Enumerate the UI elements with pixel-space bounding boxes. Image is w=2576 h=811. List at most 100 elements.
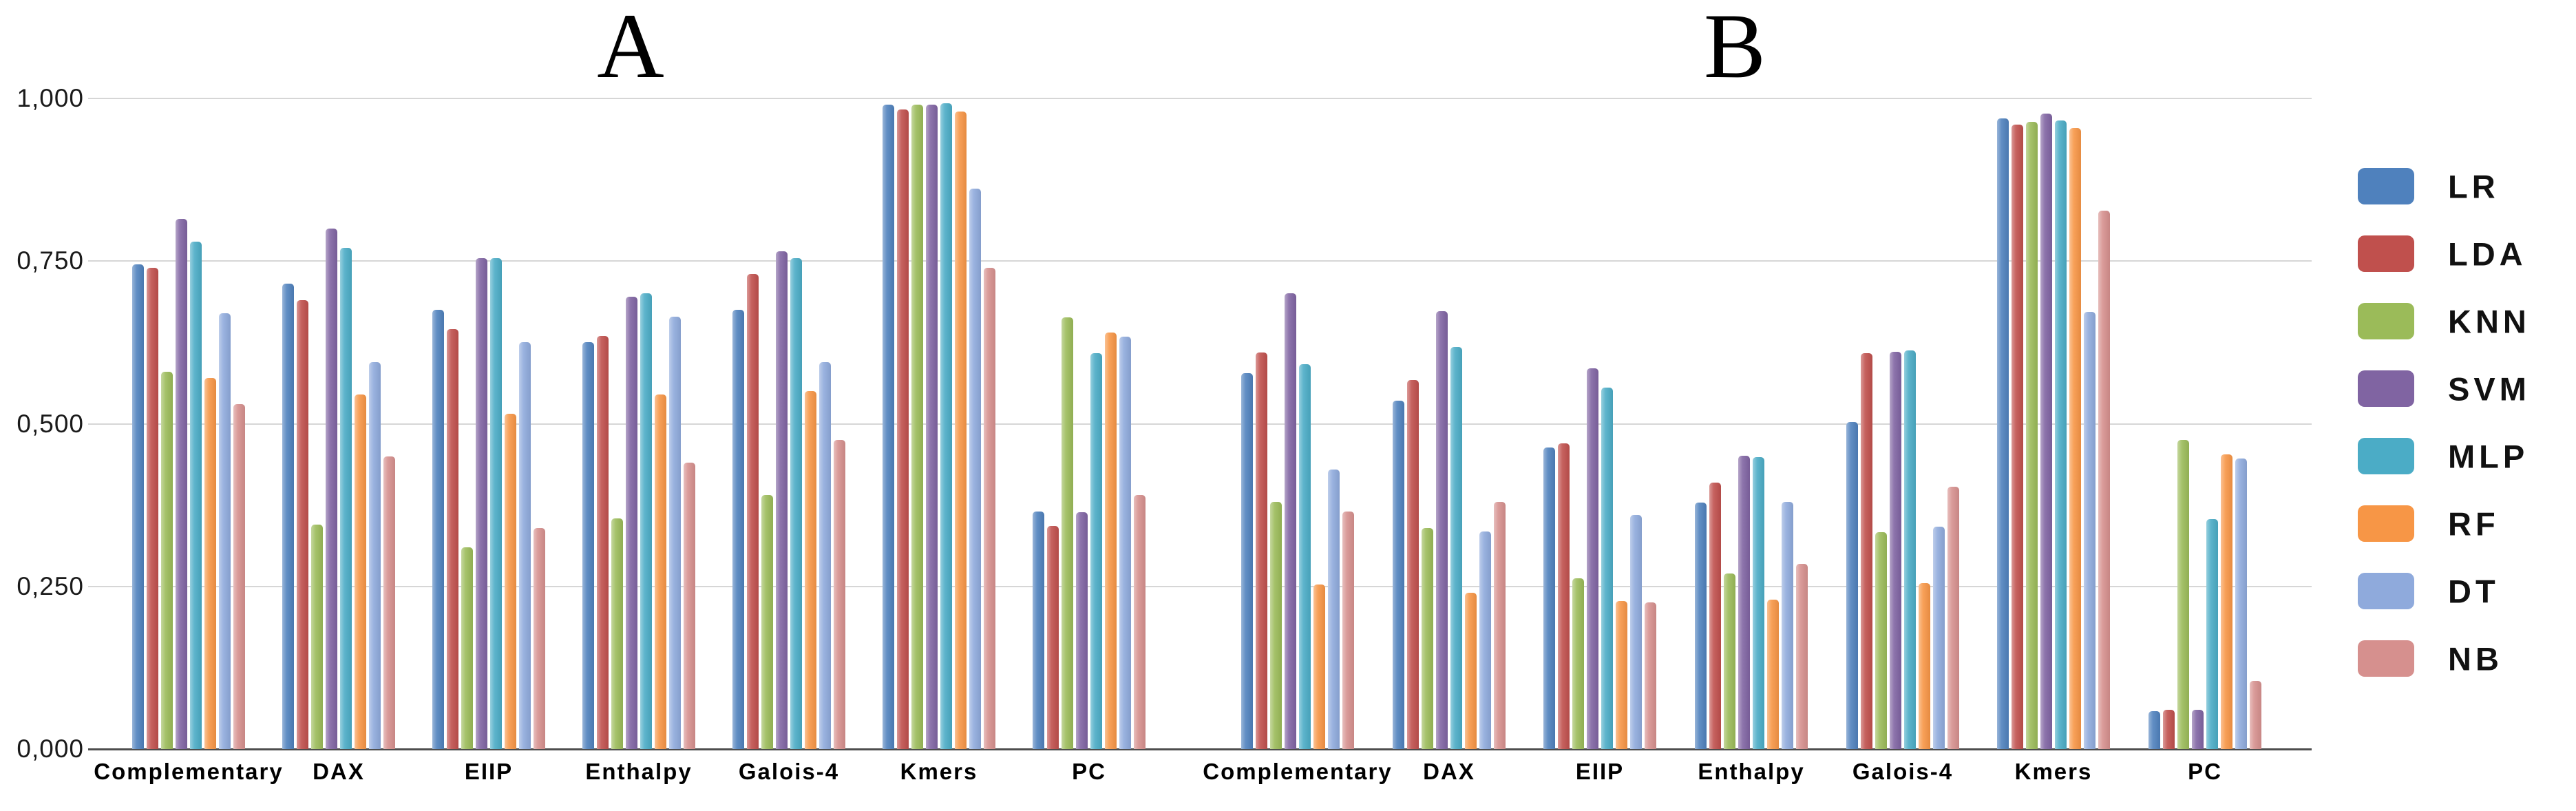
bar-group-A-Kmers (883, 98, 995, 749)
bar-MLP-Galois-4-panelA (790, 258, 802, 749)
category-label-Galois-4-panelB: Galois-4 (1852, 759, 1954, 784)
bar-MLP-PC-panelA (1090, 353, 1102, 749)
y-tick-label: 0,500 (17, 409, 84, 438)
bar-DT-Complementary-panelB (1328, 470, 1340, 749)
bar-MLP-Enthalpy-panelA (640, 293, 652, 749)
category-label-PC-panelB: PC (2188, 759, 2222, 784)
gridline-1,000 (88, 98, 2312, 99)
bar-DT-EIIP-panelB (1630, 515, 1642, 749)
bar-SVM-DAX-panelA (326, 229, 337, 749)
bar-SVM-Kmers-panelA (926, 105, 938, 749)
legend-swatch-LR (2358, 168, 2414, 204)
bar-SVM-Kmers-panelB (2040, 114, 2052, 749)
bar-SVM-Galois-4-panelB (1890, 352, 1901, 749)
bar-KNN-PC-panelB (2177, 440, 2189, 749)
bar-RF-EIIP-panelA (505, 414, 516, 749)
category-label-DAX-panelA: DAX (313, 759, 365, 784)
bar-group-A-Galois-4 (732, 98, 845, 749)
bar-group-B-Complementary (1241, 98, 1354, 749)
legend-swatch-LDA (2358, 235, 2414, 272)
bar-NB-Galois-4-panelA (834, 440, 845, 749)
bar-SVM-PC-panelA (1076, 512, 1088, 749)
bar-MLP-Galois-4-panelB (1904, 350, 1916, 749)
y-tick-label: 1,000 (17, 84, 84, 112)
bar-SVM-EIIP-panelB (1587, 368, 1598, 749)
bar-RF-EIIP-panelB (1616, 601, 1627, 749)
bar-KNN-EIIP-panelA (461, 547, 473, 749)
bar-RF-Kmers-panelB (2069, 128, 2081, 749)
bar-LR-Complementary-panelB (1241, 373, 1253, 749)
legend-item-NB: NB (2347, 640, 2576, 677)
y-tick-label: 0,000 (17, 735, 84, 763)
bar-NB-Enthalpy-panelB (1796, 564, 1808, 749)
bar-group-B-Kmers (1997, 98, 2110, 749)
bar-KNN-PC-panelA (1062, 317, 1073, 749)
bar-LDA-Kmers-panelA (897, 109, 909, 749)
bar-LDA-Complementary-panelB (1256, 352, 1267, 749)
bar-RF-Galois-4-panelB (1919, 583, 1930, 749)
bar-MLP-PC-panelB (2206, 519, 2218, 749)
panel-a-title: A (597, 0, 664, 98)
bar-DT-Galois-4-panelB (1933, 527, 1945, 749)
bar-LDA-Complementary-panelA (147, 268, 158, 749)
bar-MLP-Kmers-panelB (2055, 120, 2067, 749)
legend-swatch-NB (2358, 640, 2414, 677)
legend-label-KNN: KNN (2448, 303, 2531, 340)
category-label-DAX-panelB: DAX (1423, 759, 1475, 784)
gridline-0,250 (88, 585, 2312, 587)
bar-LR-Galois-4-panelB (1846, 422, 1858, 749)
gridline-0,750 (88, 260, 2312, 262)
bar-SVM-DAX-panelB (1436, 311, 1448, 749)
bar-SVM-Enthalpy-panelB (1738, 456, 1750, 749)
bar-NB-PC-panelA (1134, 495, 1146, 749)
bar-NB-DAX-panelB (1494, 502, 1506, 749)
bar-LR-EIIP-panelB (1543, 447, 1555, 749)
bar-LDA-DAX-panelB (1407, 380, 1419, 749)
bar-DT-Enthalpy-panelB (1782, 502, 1793, 749)
bar-LR-Complementary-panelA (132, 264, 144, 749)
category-label-Enthalpy-panelB: Enthalpy (1698, 759, 1805, 784)
bar-MLP-Complementary-panelA (190, 242, 202, 749)
legend-swatch-SVM (2358, 370, 2414, 407)
bar-DT-Enthalpy-panelA (669, 317, 681, 749)
legend-label-RF: RF (2448, 505, 2500, 543)
category-label-EIIP-panelA: EIIP (464, 759, 514, 784)
bar-LR-Galois-4-panelA (732, 310, 744, 749)
bar-MLP-DAX-panelB (1450, 347, 1462, 749)
bar-KNN-Galois-4-panelB (1875, 532, 1887, 749)
bar-KNN-Kmers-panelA (911, 105, 923, 749)
bar-SVM-Enthalpy-panelA (626, 297, 637, 749)
bar-DT-DAX-panelB (1479, 531, 1491, 749)
category-label-Complementary-panelA: Complementary (94, 759, 284, 784)
bar-NB-Complementary-panelB (1342, 512, 1354, 749)
bar-DT-Galois-4-panelA (819, 362, 831, 749)
legend-label-DT: DT (2448, 573, 2500, 610)
y-tick-label: 0,250 (17, 571, 84, 600)
bar-KNN-Complementary-panelA (161, 372, 173, 749)
legend-swatch-MLP (2358, 438, 2414, 474)
legend-item-MLP: MLP (2347, 438, 2576, 475)
bar-NB-EIIP-panelA (534, 528, 545, 749)
bar-MLP-EIIP-panelA (490, 258, 502, 749)
bar-RF-Complementary-panelB (1313, 584, 1325, 749)
bar-SVM-Complementary-panelB (1285, 293, 1296, 749)
bar-SVM-Galois-4-panelA (776, 251, 788, 749)
legend: LR LDA KNN SVM MLP RF DT NB (2347, 0, 2576, 811)
bar-group-B-PC (2149, 98, 2261, 749)
bar-LDA-Galois-4-panelA (747, 274, 759, 749)
bar-DT-Kmers-panelB (2084, 312, 2095, 749)
bar-MLP-Complementary-panelB (1299, 364, 1311, 749)
bar-RF-Galois-4-panelA (805, 391, 816, 749)
bar-group-A-PC (1033, 98, 1146, 749)
bar-group-A-DAX (282, 98, 395, 749)
legend-label-MLP: MLP (2448, 438, 2529, 475)
bar-NB-Kmers-panelB (2098, 211, 2110, 749)
category-label-Kmers-panelB: Kmers (2014, 759, 2093, 784)
bar-group-A-Enthalpy (582, 98, 695, 749)
legend-item-DT: DT (2347, 573, 2576, 610)
bar-LDA-EIIP-panelA (447, 329, 458, 749)
bar-LR-Enthalpy-panelB (1695, 503, 1707, 749)
bar-group-A-EIIP (432, 98, 545, 749)
legend-swatch-KNN (2358, 303, 2414, 339)
legend-label-LR: LR (2448, 168, 2500, 205)
